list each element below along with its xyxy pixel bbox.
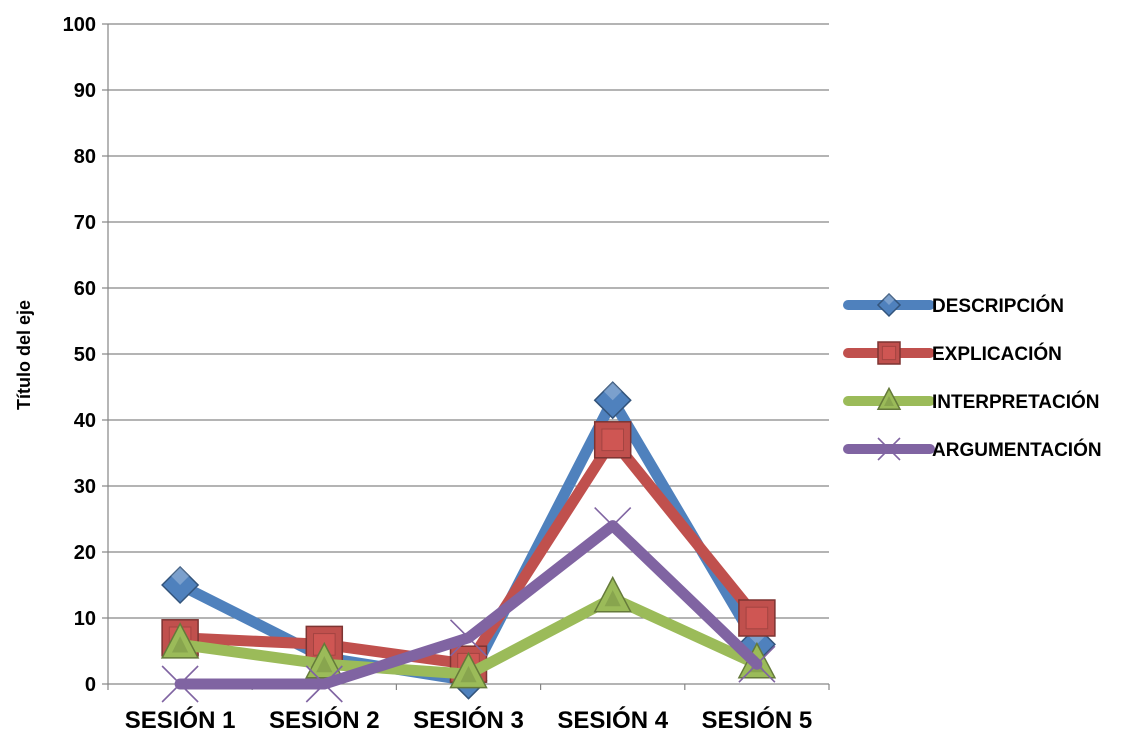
y-tick-label: 10 [74, 608, 96, 630]
y-tick-label: 90 [74, 80, 96, 102]
legend-marker [877, 437, 901, 461]
y-axis-ticks: 0 10 20 30 40 50 60 70 80 90 100 [63, 14, 96, 696]
y-tick-label: 100 [63, 14, 96, 36]
data-point-marker [593, 421, 632, 459]
legend-label: DESCRIPCIÓN [932, 295, 1064, 317]
data-point-marker [449, 651, 488, 689]
legend-marker [877, 341, 901, 365]
legend-item: ARGUMENTACIÓN [843, 437, 1102, 461]
legend-label: ARGUMENTACIÓN [932, 439, 1102, 461]
legend-label: INTERPRETACIÓN [932, 391, 1099, 413]
y-tick-label: 20 [74, 542, 96, 564]
data-point-marker [160, 622, 200, 659]
gridlines [102, 23, 830, 690]
data-point-marker [161, 565, 200, 605]
series-layer [160, 381, 777, 703]
legend-item: EXPLICACIÓN [843, 341, 1062, 365]
x-axis-categories: SESIÓN 1 SESIÓN 2 SESIÓN 3 SESIÓN 4 SESIÓN 5 [125, 706, 813, 734]
y-tick-label: 60 [74, 278, 96, 300]
data-point-marker [161, 665, 199, 703]
data-point-marker [449, 619, 488, 657]
data-point-marker [593, 575, 632, 613]
x-category-label: SESIÓN 5 [702, 706, 813, 734]
legend-item: DESCRIPCIÓN [843, 292, 1064, 318]
legend: DESCRIPCIÓN EXPLICACIÓN INTERPRETACIÓN ARGU… [843, 292, 1102, 461]
data-point-marker [594, 507, 632, 545]
legend-marker [876, 292, 902, 318]
y-tick-label: 50 [74, 344, 96, 366]
data-point-marker [738, 645, 776, 683]
series-argumentación [161, 507, 776, 703]
data-point-marker [593, 381, 632, 420]
series-interpretación [160, 575, 777, 689]
x-category-label: SESIÓN 1 [125, 706, 236, 734]
x-category-label: SESIÓN 4 [557, 706, 668, 734]
legend-item: INTERPRETACIÓN [843, 386, 1099, 413]
legend-label: EXPLICACIÓN [932, 343, 1062, 365]
data-point-marker [738, 599, 776, 637]
legend-marker [876, 386, 902, 410]
y-axis-label: Título del eje [14, 300, 34, 410]
x-category-label: SESIÓN 2 [269, 706, 380, 734]
data-point-marker [305, 641, 344, 679]
y-tick-label: 30 [74, 476, 96, 498]
y-tick-label: 0 [85, 674, 96, 696]
x-category-label: SESIÓN 3 [413, 706, 524, 734]
data-point-marker [305, 665, 343, 703]
y-tick-label: 40 [74, 410, 96, 432]
y-tick-label: 80 [74, 146, 96, 168]
y-tick-label: 70 [74, 212, 96, 234]
